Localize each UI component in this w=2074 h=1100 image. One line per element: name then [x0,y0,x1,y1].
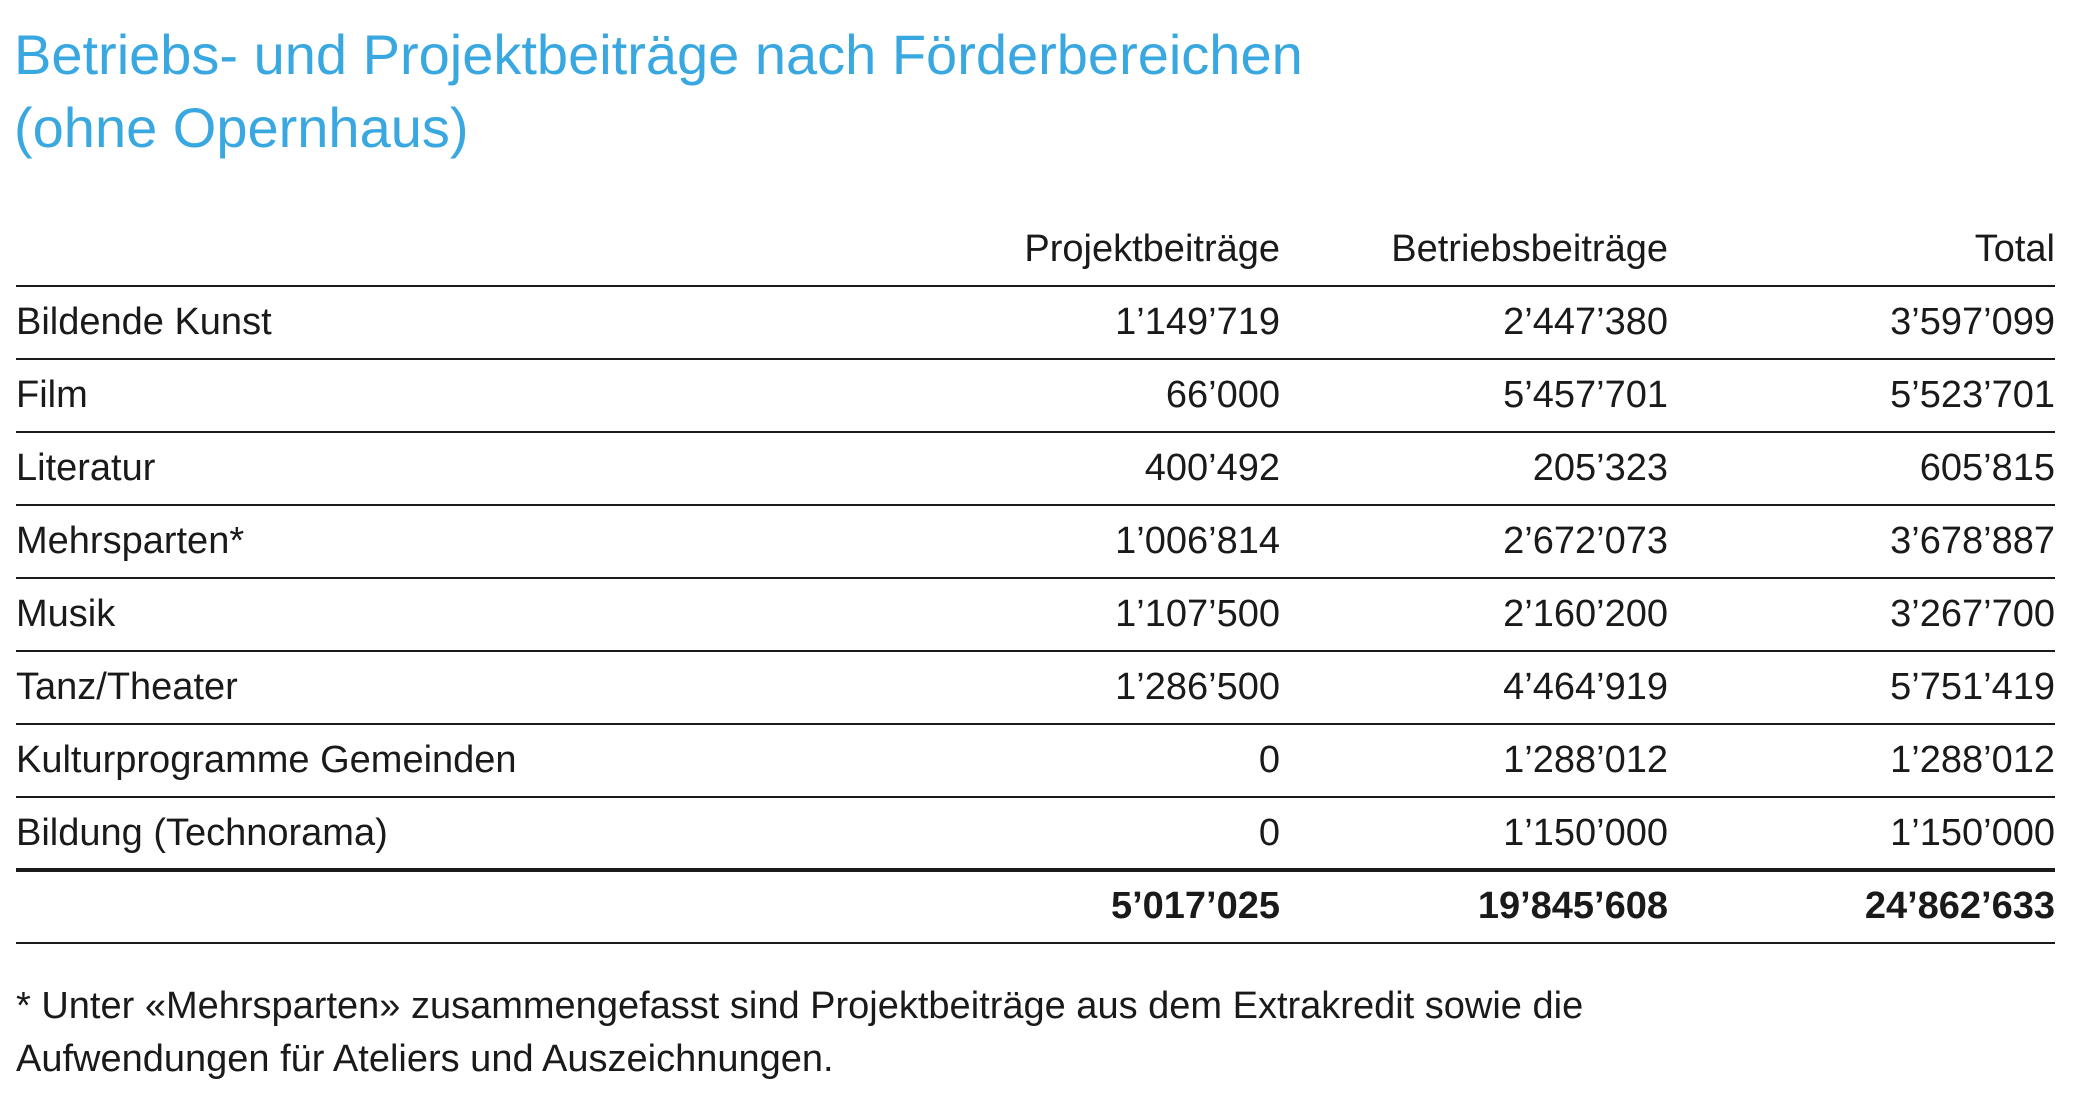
cell: 2’160’200 [1503,593,1668,635]
cell: 3’678’887 [1890,520,2055,562]
rule [16,431,2055,433]
rule [16,358,2055,360]
cell: 400’492 [1144,447,1280,489]
cell: 5’523’701 [1890,374,2055,416]
row-label: Film [16,374,88,416]
cell: 0 [1258,739,1280,781]
cell: 3’597’099 [1890,301,2055,343]
column-header: Betriebsbeiträge [1391,228,1668,270]
cell: 1’288’012 [1890,739,2055,781]
cell: 205’323 [1532,447,1668,489]
row-label: Kulturprogramme Gemeinden [16,739,517,781]
row-label: Bildung (Technorama) [16,812,388,854]
cell: 1’288’012 [1503,739,1668,781]
footnote: * Unter «Mehrsparten» zusammengefasst si… [16,985,1584,1027]
cell: 1’107’500 [1115,593,1280,635]
total-cell: 5’017’025 [1110,885,1280,927]
rule [16,650,2055,652]
cell: 0 [1258,812,1280,854]
row-label: Bildende Kunst [16,301,272,343]
cell: 4’464’919 [1503,666,1668,708]
rule [16,942,2055,944]
cell: 3’267’700 [1890,593,2055,635]
title-line: (ohne Opernhaus) [14,96,469,159]
rule [16,723,2055,725]
total-cell: 24’862’633 [1864,885,2055,927]
title-line: Betriebs- und Projektbeiträge nach Förde… [14,23,1303,86]
row-label: Tanz/Theater [16,666,238,708]
rule [16,796,2055,798]
total-cell: 19’845’608 [1477,885,1668,927]
rule [16,577,2055,579]
cell: 1’006’814 [1115,520,1280,562]
cell: 1’149’719 [1115,301,1280,343]
column-header: Projektbeiträge [1024,228,1280,270]
column-header: Total [1974,228,2055,270]
cell: 2’447’380 [1503,301,1668,343]
row-label: Musik [16,593,116,635]
cell: 5’751’419 [1890,666,2055,708]
cell: 2’672’073 [1503,520,1668,562]
rule [16,285,2055,287]
cell: 1’286’500 [1115,666,1280,708]
rule [16,868,2055,872]
row-label: Mehrsparten* [16,520,245,562]
footnote: Aufwendungen für Ateliers und Auszeichnu… [16,1038,834,1080]
cell: 66’000 [1165,374,1280,416]
rule [16,504,2055,506]
cell: 1’150’000 [1890,812,2055,854]
cell: 1’150’000 [1503,812,1668,854]
cell: 5’457’701 [1503,374,1668,416]
cell: 605’815 [1919,447,2055,489]
row-label: Literatur [16,447,156,489]
